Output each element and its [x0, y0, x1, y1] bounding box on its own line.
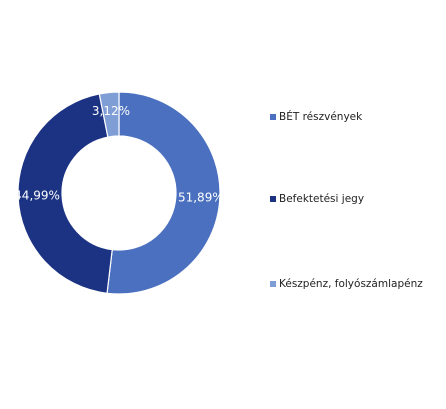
wedge [17, 93, 113, 294]
legend-swatch [270, 196, 276, 202]
data-label: 44,99% [14, 189, 60, 203]
legend-label: BÉT részvények [279, 110, 363, 123]
legend-label: Készpénz, folyószámlapénz [279, 278, 423, 290]
wedge [98, 91, 120, 138]
legend-swatch [270, 114, 276, 120]
wedge [106, 91, 221, 295]
legend-swatch [270, 281, 276, 287]
data-label: 3,12% [92, 104, 130, 118]
data-label: 51,89% [178, 190, 224, 204]
legend-label: Befektetési jegy [279, 193, 364, 205]
